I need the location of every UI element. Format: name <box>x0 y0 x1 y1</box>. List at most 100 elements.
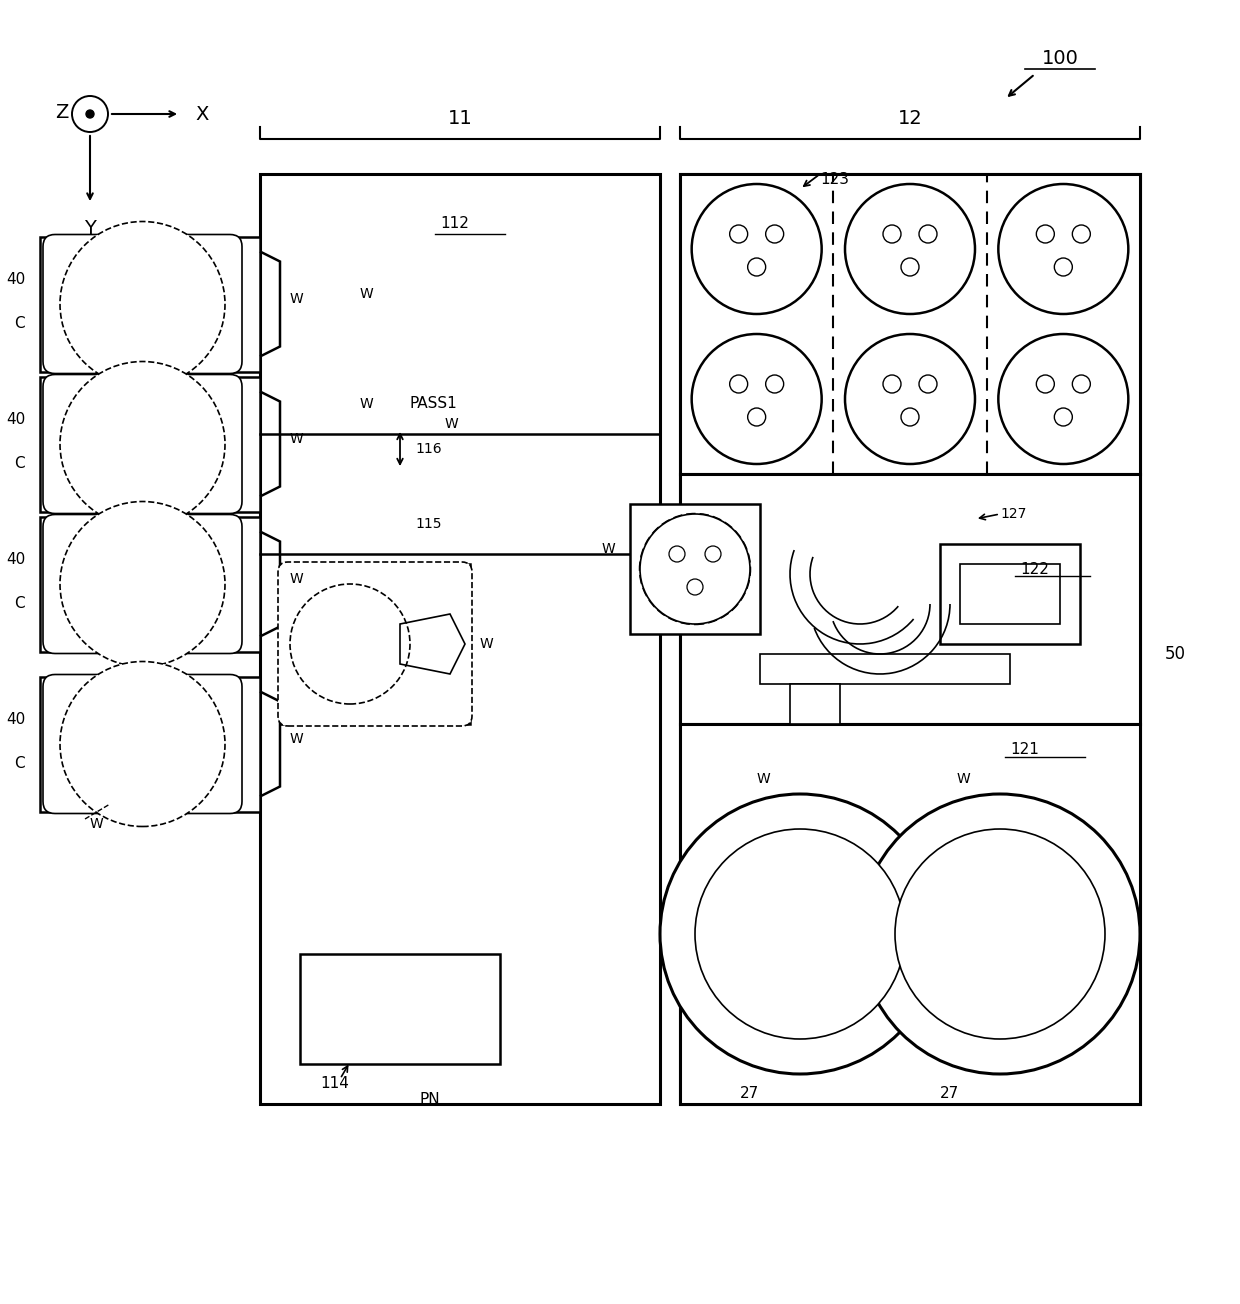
Text: W: W <box>601 542 615 556</box>
FancyBboxPatch shape <box>43 515 242 653</box>
Text: W: W <box>290 432 304 446</box>
Bar <box>40 377 260 511</box>
Text: 114: 114 <box>320 1077 348 1091</box>
Circle shape <box>692 184 822 314</box>
Text: C: C <box>15 456 25 472</box>
Circle shape <box>640 514 750 625</box>
Text: C: C <box>15 756 25 772</box>
Circle shape <box>895 829 1105 1039</box>
FancyBboxPatch shape <box>43 674 242 814</box>
Circle shape <box>765 226 784 243</box>
Bar <box>760 655 1011 685</box>
Text: PN: PN <box>420 1091 440 1107</box>
Text: C: C <box>15 317 25 331</box>
Circle shape <box>1073 226 1090 243</box>
Bar <box>260 173 660 1104</box>
Bar <box>960 565 1060 625</box>
Circle shape <box>901 258 919 276</box>
Circle shape <box>640 514 750 625</box>
Text: 40: 40 <box>6 412 25 426</box>
Bar <box>630 505 760 634</box>
Text: W: W <box>480 636 494 651</box>
Circle shape <box>60 661 224 827</box>
Text: 122: 122 <box>1021 562 1049 576</box>
Circle shape <box>748 258 765 276</box>
Circle shape <box>844 334 975 464</box>
Bar <box>680 173 1140 1104</box>
Text: 12: 12 <box>898 110 923 129</box>
Circle shape <box>670 546 684 562</box>
Circle shape <box>729 226 748 243</box>
Text: 40: 40 <box>6 712 25 726</box>
Text: 100: 100 <box>1042 50 1079 69</box>
Text: 27: 27 <box>740 1086 760 1102</box>
Text: Z: Z <box>56 103 68 121</box>
Text: Y: Y <box>84 219 95 239</box>
Text: 116: 116 <box>415 442 441 456</box>
Circle shape <box>1054 258 1073 276</box>
Text: 40: 40 <box>6 552 25 566</box>
Bar <box>680 724 1140 1104</box>
Circle shape <box>692 334 822 464</box>
Text: C: C <box>15 596 25 612</box>
Text: W: W <box>290 572 304 585</box>
Text: W: W <box>360 396 373 411</box>
Circle shape <box>1073 376 1090 393</box>
Text: 121: 121 <box>1011 742 1039 756</box>
Text: X: X <box>196 104 208 124</box>
Text: 127: 127 <box>999 507 1027 522</box>
Circle shape <box>1037 226 1054 243</box>
Text: W: W <box>360 287 373 301</box>
Text: W: W <box>956 772 970 786</box>
Text: 50: 50 <box>1166 645 1185 662</box>
Text: W: W <box>91 818 104 831</box>
Circle shape <box>1054 408 1073 426</box>
Text: 123: 123 <box>820 172 849 186</box>
Bar <box>40 677 260 811</box>
Circle shape <box>919 376 937 393</box>
FancyBboxPatch shape <box>43 374 242 514</box>
Bar <box>680 173 1140 473</box>
Circle shape <box>660 794 940 1074</box>
Circle shape <box>883 376 901 393</box>
Circle shape <box>60 361 224 527</box>
Text: W: W <box>756 772 770 786</box>
Circle shape <box>748 408 765 426</box>
Bar <box>40 516 260 652</box>
Text: W: W <box>290 732 304 746</box>
Bar <box>940 544 1080 644</box>
Circle shape <box>883 226 901 243</box>
Bar <box>280 565 470 724</box>
Text: 112: 112 <box>440 216 469 232</box>
Bar <box>680 473 1140 724</box>
Circle shape <box>765 376 784 393</box>
FancyBboxPatch shape <box>278 562 472 726</box>
Circle shape <box>998 334 1128 464</box>
FancyBboxPatch shape <box>43 235 242 373</box>
Circle shape <box>844 184 975 314</box>
Circle shape <box>60 502 224 666</box>
Circle shape <box>86 110 94 117</box>
Circle shape <box>706 546 720 562</box>
Text: 27: 27 <box>940 1086 960 1102</box>
Circle shape <box>919 226 937 243</box>
Circle shape <box>72 96 108 132</box>
Circle shape <box>60 222 224 386</box>
Circle shape <box>687 579 703 595</box>
Bar <box>790 685 839 724</box>
Text: 115: 115 <box>415 516 441 531</box>
Text: PASS1: PASS1 <box>410 396 458 412</box>
Circle shape <box>901 408 919 426</box>
Bar <box>40 236 260 372</box>
Circle shape <box>729 376 748 393</box>
Circle shape <box>1037 376 1054 393</box>
Circle shape <box>694 829 905 1039</box>
Text: W: W <box>290 292 304 306</box>
Circle shape <box>861 794 1140 1074</box>
Circle shape <box>998 184 1128 314</box>
Text: 11: 11 <box>448 110 472 129</box>
Circle shape <box>290 584 410 704</box>
Text: 40: 40 <box>6 271 25 287</box>
Text: W: W <box>445 417 459 432</box>
Bar <box>300 955 500 1064</box>
